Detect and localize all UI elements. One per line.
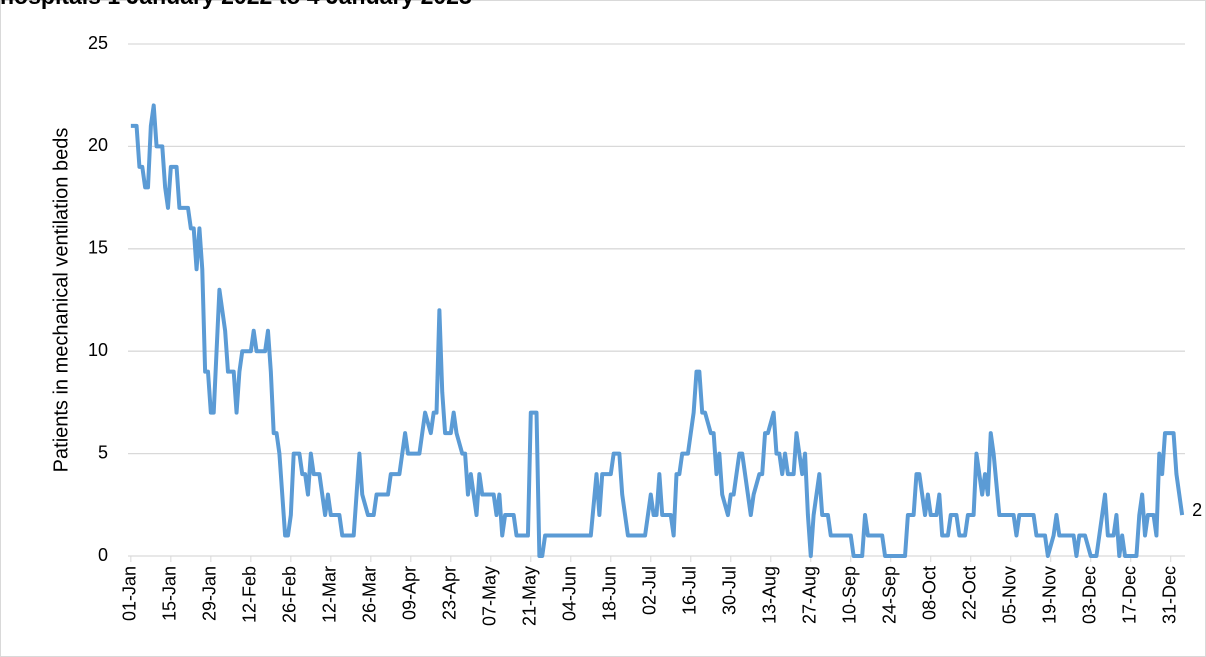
x-tick-label: 12-Feb (240, 566, 260, 623)
chart-title: hospitals 1 January 2022 to 4 January 20… (0, 0, 472, 9)
y-tick-label: 20 (88, 135, 108, 155)
x-tick-label: 08-Oct (919, 566, 939, 620)
x-tick-label: 18-Jun (600, 566, 620, 621)
x-tick-label: 05-Nov (999, 566, 1019, 624)
y-tick-label: 25 (88, 33, 108, 53)
x-tick-label: 02-Jul (640, 566, 660, 615)
x-tick-label: 10-Sep (840, 566, 860, 624)
x-tick-label: 31-Dec (1159, 566, 1179, 624)
y-tick-label: 5 (98, 442, 108, 462)
x-tick-label: 26-Mar (360, 566, 380, 623)
x-tick-label: 30-Jul (720, 566, 740, 615)
x-tick-label: 04-Jun (560, 566, 580, 621)
x-tick-label: 22-Oct (959, 566, 979, 620)
x-tick-label: 09-Apr (400, 566, 420, 620)
x-tick-label: 03-Dec (1079, 566, 1099, 624)
x-tick-label: 26-Feb (280, 566, 300, 623)
x-tick-label: 24-Sep (880, 566, 900, 624)
data-line (130, 103, 1185, 558)
x-tick-label: 13-Aug (760, 566, 780, 624)
y-tick-label: 0 (98, 545, 108, 565)
x-tick-label: 07-May (480, 566, 500, 626)
y-axis-title: Patients in mechanical ventilation beds (50, 128, 72, 473)
x-tick-label: 16-Jul (680, 566, 700, 615)
x-tick-label: 12-Mar (320, 566, 340, 623)
x-tick-label: 23-Apr (440, 566, 460, 620)
x-tick-label: 21-May (520, 566, 540, 626)
x-tick-label: 17-Dec (1119, 566, 1139, 624)
x-tick-label: 27-Aug (800, 566, 820, 624)
x-tick-label: 19-Nov (1039, 566, 1059, 624)
x-tick-label: 29-Jan (200, 566, 220, 621)
y-tick-label: 15 (88, 238, 108, 258)
data-label: 2 (1192, 500, 1202, 520)
y-tick-label: 10 (88, 340, 108, 360)
x-tick-label: 01-Jan (120, 566, 140, 621)
x-tick-label: 15-Jan (160, 566, 180, 621)
